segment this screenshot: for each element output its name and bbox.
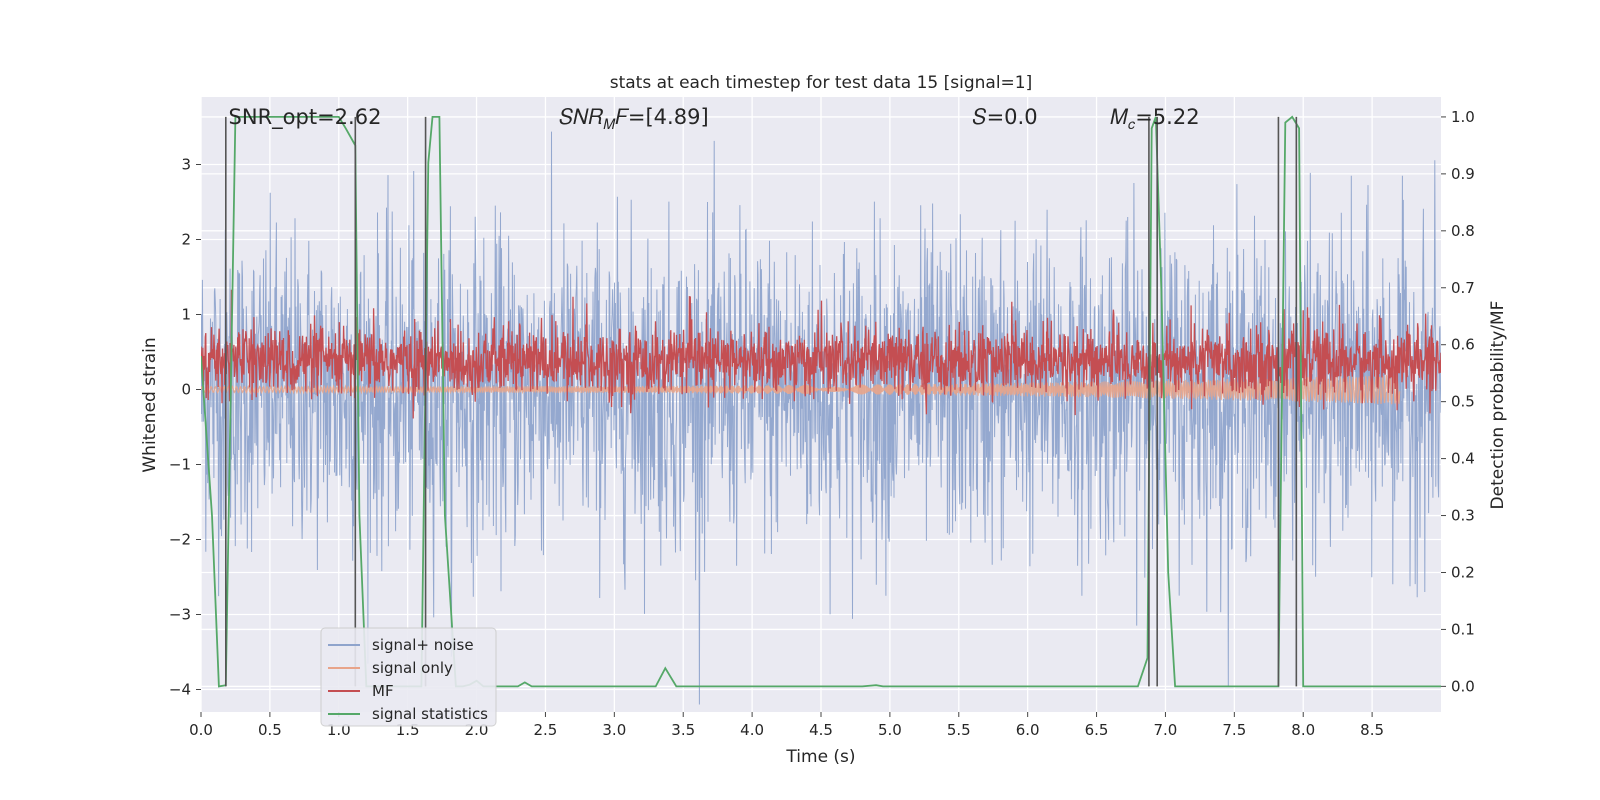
x-tick-label: 6.0 [1016, 721, 1040, 739]
y-right-tick-label: 1.0 [1451, 108, 1475, 126]
y-left-tick-label: −1 [169, 456, 191, 474]
x-tick-label: 5.0 [878, 721, 902, 739]
annotation-text: 𝑆𝑁𝑅𝑀𝐹=[4.89] [559, 105, 708, 133]
y-axis-left-ticks: −4 −3 −2 −1 0 1 2 3 [169, 156, 201, 699]
y-left-tick-label: 2 [181, 231, 191, 249]
y-right-tick-label: 0.4 [1451, 450, 1475, 468]
x-tick-label: 5.5 [947, 721, 971, 739]
x-axis-label: Time (s) [785, 747, 855, 767]
y-axis-right-ticks: 0.0 0.1 0.2 0.3 0.4 0.5 0.6 0.7 0.8 0.9 1.0 [1441, 108, 1475, 695]
annotation-text: 𝑀𝑐=5.22 [1110, 105, 1199, 133]
legend-label: signal statistics [372, 705, 488, 723]
y-right-tick-label: 0.0 [1451, 677, 1475, 695]
x-tick-label: 4.0 [740, 721, 764, 739]
y-right-tick-label: 0.3 [1451, 507, 1475, 525]
detection-marker-lines [225, 116, 1298, 687]
y-right-tick-label: 0.5 [1451, 393, 1475, 411]
legend-label: signal only [372, 659, 453, 677]
y-right-tick-label: 0.7 [1451, 279, 1475, 297]
series-mf [201, 289, 1441, 419]
x-tick-label: 7.5 [1222, 721, 1246, 739]
legend-box [320, 627, 497, 727]
y-right-tick-label: 0.1 [1451, 620, 1475, 638]
y-axis-right-label: Detection probability/MF [1488, 301, 1508, 510]
legend: signal+ noise signal only MF signal statist… [320, 627, 497, 727]
x-tick-label: 8.5 [1360, 721, 1384, 739]
x-tick-label: 0.5 [258, 721, 282, 739]
y-right-tick-label: 0.2 [1451, 563, 1475, 581]
x-tick-label: 3.5 [671, 721, 695, 739]
series-signal-statistics [201, 115, 1441, 688]
y-left-tick-label: −4 [169, 681, 191, 699]
x-tick-label: 3.0 [602, 721, 626, 739]
y-right-tick-label: 0.9 [1451, 165, 1475, 183]
series-layer [201, 115, 1441, 705]
x-tick-label: 4.5 [809, 721, 833, 739]
legend-label: signal+ noise [372, 636, 474, 654]
y-left-tick-label: −2 [169, 531, 191, 549]
x-tick-label: 6.5 [1085, 721, 1109, 739]
series-signal-only [201, 374, 1401, 405]
x-axis-ticks: 0.0 0.5 1.0 1.5 2.0 2.5 3.0 3.5 4.0 4.5 5.0 5.5 6.0 6… [189, 712, 1384, 739]
x-tick-label: 0.0 [189, 721, 213, 739]
y-left-tick-label: 0 [181, 381, 191, 399]
chart-title: stats at each timestep for test data 15 … [610, 73, 1033, 93]
x-tick-label: 8.0 [1291, 721, 1315, 739]
x-tick-label: 2.5 [534, 721, 558, 739]
y-right-tick-label: 0.6 [1451, 336, 1475, 354]
y-left-tick-label: 3 [181, 156, 191, 174]
annotations: SNR_opt=2.62 𝑆𝑁𝑅𝑀𝐹=[4.89] 𝑆=0.0 𝑀𝑐=5.22 [229, 105, 1200, 133]
y-left-tick-label: −3 [169, 606, 191, 624]
y-right-tick-label: 0.8 [1451, 222, 1475, 240]
legend-label: MF [372, 682, 394, 700]
y-left-tick-label: 1 [181, 306, 191, 324]
annotation-text: 𝑆=0.0 [973, 105, 1038, 129]
x-tick-label: 7.0 [1154, 721, 1178, 739]
annotation-text: SNR_opt=2.62 [229, 105, 382, 130]
y-axis-left-label: Whitened strain [140, 337, 160, 472]
